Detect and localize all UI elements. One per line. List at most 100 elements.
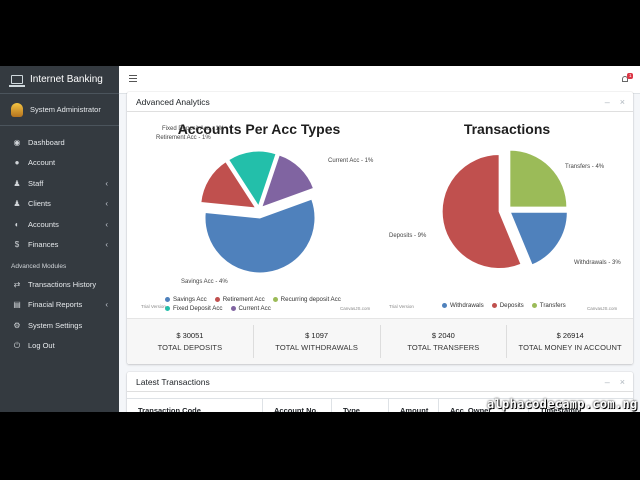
sidebar-item-label: System Settings [28, 320, 83, 330]
brand-link[interactable]: Internet Banking [0, 66, 119, 94]
accounts-pie-chart [200, 150, 316, 274]
brand-title: Internet Banking [30, 74, 103, 85]
pie-slice-withdrawals[interactable] [509, 211, 568, 266]
user-panel[interactable]: System Administrator [0, 94, 119, 126]
legend-swatch [442, 303, 447, 308]
credit-link[interactable]: CanvasJS.com [340, 306, 371, 311]
legend-item[interactable]: Savings Acc [165, 296, 207, 303]
analytics-card: Advanced Analytics – × Accounts Per Acc … [127, 92, 633, 364]
stat-total-transfers: $ 2040 TOTAL TRANSFERS [381, 325, 508, 358]
stat-total-money: $ 26914 TOTAL MONEY IN ACCOUNT [507, 325, 633, 358]
stat-value: $ 26914 [556, 331, 584, 340]
chart-title: Transactions [463, 121, 551, 137]
trial-label: Trial Version [389, 304, 414, 309]
pie-slice-transfers[interactable] [509, 149, 568, 208]
sidebar-item-label: Accounts [28, 219, 59, 229]
chevron-left-icon: ‹ [105, 240, 108, 250]
sidebar-item-label: Clients [28, 199, 51, 209]
legend-item[interactable]: Retirement Acc [214, 296, 265, 303]
chevron-left-icon: ‹ [105, 178, 108, 188]
close-icon[interactable]: × [619, 377, 625, 387]
slice-label: Transfers - 4% [565, 164, 605, 170]
sidebar-item-label: Log Out [28, 341, 55, 351]
legend-swatch [272, 297, 278, 302]
power-icon: ⏻ [13, 340, 21, 350]
stat-value: $ 1097 [305, 331, 329, 340]
collapse-icon[interactable]: – [604, 377, 610, 387]
sidebar-item-finances[interactable]: $ Finances ‹ [0, 235, 119, 256]
avatar [11, 102, 23, 117]
stat-label: TOTAL WITHDRAWALS [275, 343, 358, 352]
gear-icon: ⚙ [13, 320, 21, 330]
stat-value: $ 30051 [176, 331, 204, 340]
pie-slice-fixed-deposit-acc[interactable] [227, 150, 277, 208]
legend-swatch [230, 306, 236, 311]
legend-item[interactable]: Transfers [531, 302, 566, 309]
column-header[interactable]: Transaction Code [127, 399, 263, 412]
stat-total-deposits: $ 30051 TOTAL DEPOSITS [127, 325, 254, 358]
legend-item[interactable]: Current Acc [230, 305, 271, 312]
sidebar-item-accounts[interactable]: ◐ Accounts ‹ [0, 214, 119, 235]
watermark-text: alphacodecamp.com.ng [487, 397, 638, 411]
slice-label: Withdrawals - 3% [574, 260, 621, 266]
reports-icon: ▤ [13, 300, 21, 310]
column-header[interactable]: Acc. Owner [439, 399, 529, 412]
legend-item[interactable]: Fixed Deposit Acc [165, 305, 223, 312]
top-navbar: 1 [119, 66, 640, 94]
card-title: Advanced Analytics [136, 96, 210, 107]
column-header[interactable]: Timestamp [540, 406, 580, 412]
legend-item[interactable]: Recurring deposit Acc [272, 296, 341, 303]
sidebar-item-label: Dashboard [28, 137, 65, 147]
sidebar-item-staff[interactable]: ♟ Staff ‹ [0, 173, 119, 194]
legend-swatch [491, 303, 497, 308]
sidebar-item-clients[interactable]: ♟ Clients ‹ [0, 194, 119, 215]
accounts-icon: ◐ [14, 219, 20, 229]
slice-label: Savings Acc - 4% [181, 279, 228, 285]
column-header[interactable]: Type [332, 399, 389, 412]
credit-link[interactable]: CanvasJS.com [587, 306, 618, 311]
laptop-icon [9, 75, 25, 87]
close-icon[interactable]: × [619, 97, 625, 107]
transactions-pie-chart [441, 149, 568, 270]
pie-slice-retirement-acc[interactable] [200, 161, 257, 209]
column-header[interactable]: Amount [389, 399, 439, 412]
card-header: Latest Transactions – × [127, 372, 633, 392]
chart-legend: Savings Acc Retirement Acc Recurring dep… [165, 296, 365, 312]
slice-label: Fixed Deposit Acc - 1% [162, 126, 225, 132]
stat-label: TOTAL MONEY IN ACCOUNT [518, 343, 622, 352]
stat-total-withdrawals: $ 1097 TOTAL WITHDRAWALS [254, 325, 381, 358]
column-header[interactable]: Account No. [263, 399, 332, 412]
sidebar-item-system-settings[interactable]: ⚙ System Settings [0, 315, 119, 336]
chart-title: Accounts Per Acc Types [177, 121, 341, 137]
account-icon: ● [14, 158, 20, 168]
staff-icon: ♟ [13, 178, 21, 188]
legend-item[interactable]: Deposits [491, 302, 524, 309]
clients-icon: ♟ [13, 199, 21, 209]
sidebar-section-header: Advanced Modules [11, 263, 67, 270]
sidebar-item-account[interactable]: ● Account [0, 153, 119, 174]
sidebar-item-logout[interactable]: ⏻ Log Out [0, 336, 119, 357]
menu-toggle-icon[interactable] [129, 75, 137, 82]
pie-slice-savings-acc[interactable] [204, 198, 316, 274]
chevron-left-icon: ‹ [105, 199, 108, 209]
legend-swatch [214, 297, 220, 302]
sidebar-item-label: Transactions History [28, 279, 97, 289]
trial-label: Trial Version [141, 304, 166, 309]
latest-transactions-card: Latest Transactions – × Transaction Code… [127, 372, 633, 412]
chart-legend: Withdrawals Deposits Transfers [442, 302, 566, 309]
pie-slice-deposits[interactable] [441, 154, 522, 270]
dollar-icon: $ [14, 240, 20, 250]
sidebar-item-transactions-history[interactable]: ⇄ Transactions History [0, 274, 119, 295]
chevron-left-icon: ‹ [105, 219, 108, 229]
app-frame: Internet Banking System Administrator ◉ … [0, 66, 640, 412]
stats-row: $ 30051 TOTAL DEPOSITS $ 1097 TOTAL WITH… [127, 318, 633, 364]
collapse-icon[interactable]: – [604, 97, 610, 107]
sidebar-item-financial-reports[interactable]: ▤ Finacial Reports ‹ [0, 295, 119, 316]
sidebar-item-label: Finacial Reports [28, 300, 83, 310]
bell-icon[interactable] [622, 76, 628, 82]
sidebar-item-label: Account [28, 158, 56, 168]
legend-item[interactable]: Withdrawals [442, 302, 484, 309]
pie-slice-current-acc[interactable] [260, 154, 315, 208]
stat-value: $ 2040 [431, 331, 455, 340]
sidebar-item-dashboard[interactable]: ◉ Dashboard [0, 132, 119, 153]
